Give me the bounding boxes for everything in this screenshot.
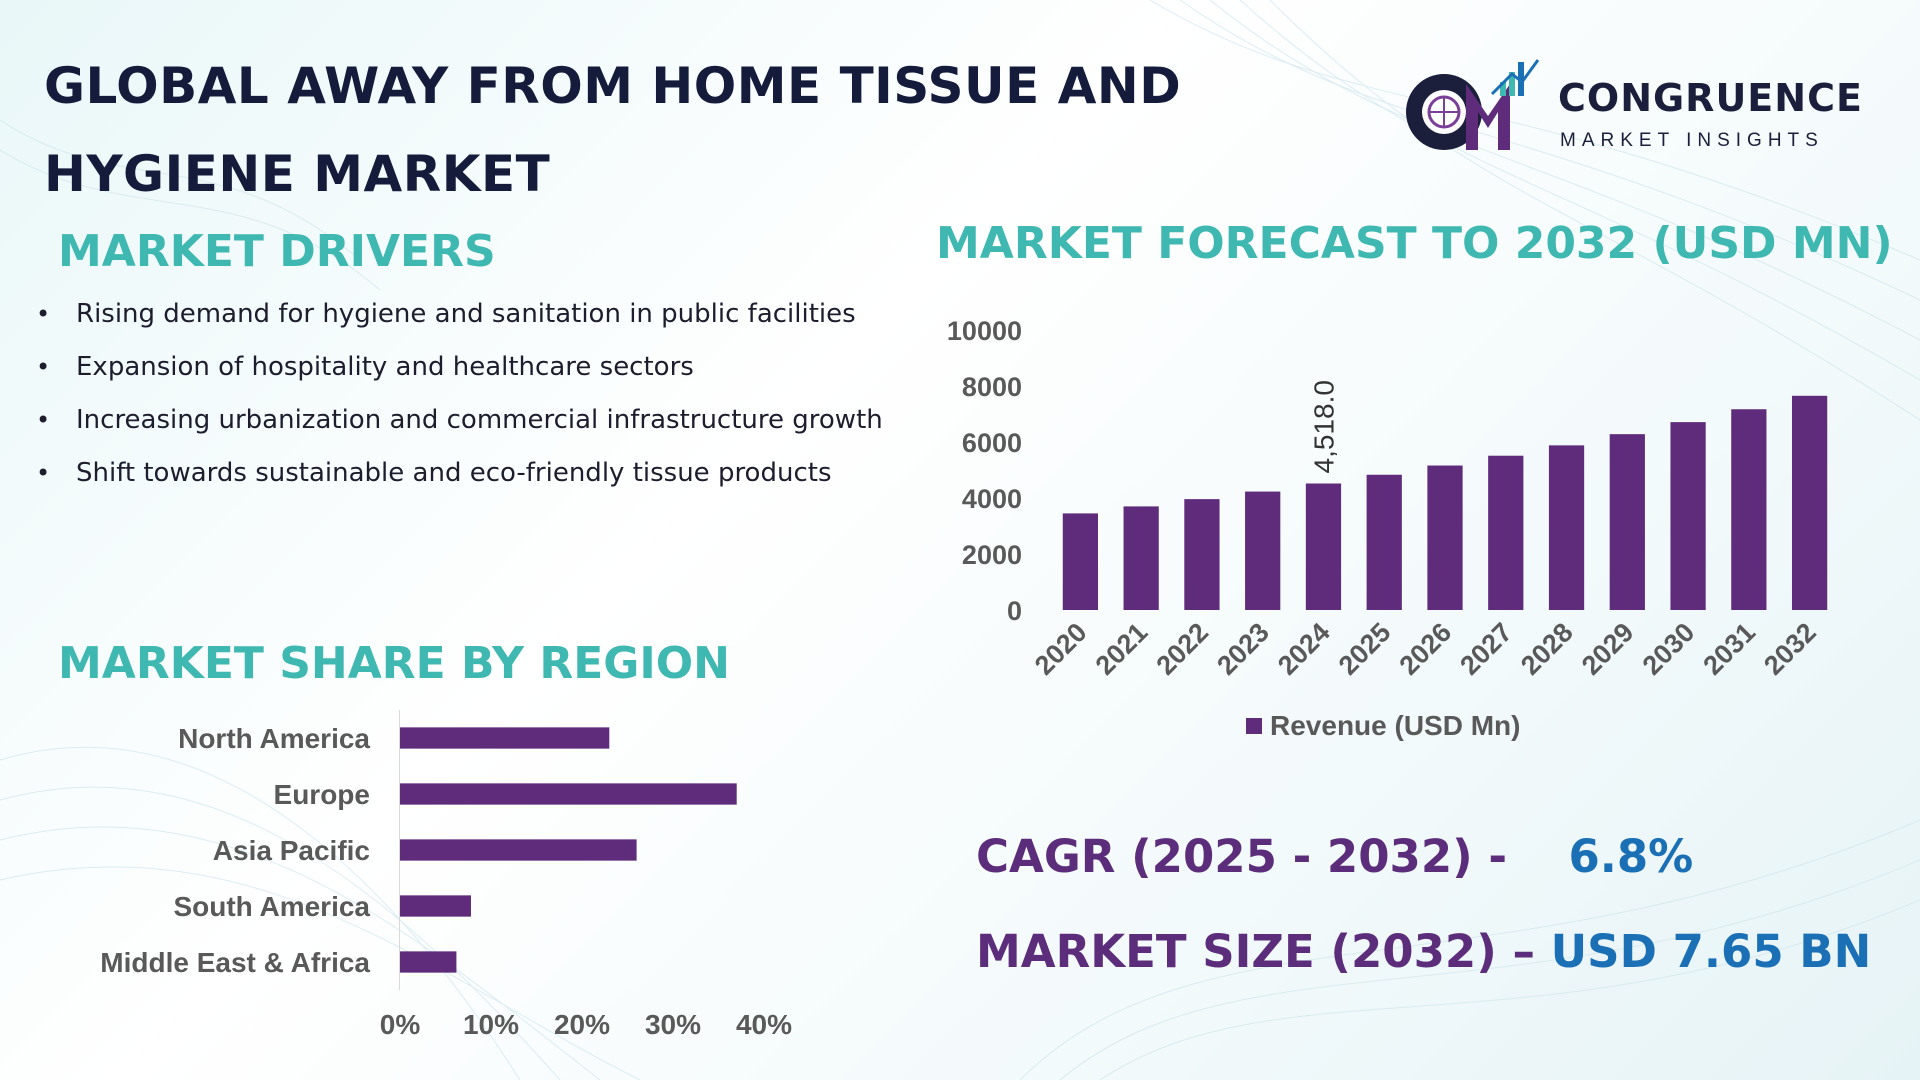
x-tick-label: 2030	[1637, 617, 1701, 681]
market-size-line: MARKET SIZE (2032) – USD 7.65 BN	[976, 925, 1871, 978]
forecast-bar	[1184, 499, 1220, 610]
region-bar	[400, 839, 637, 861]
region-bar	[400, 727, 610, 749]
forecast-bar	[1731, 409, 1767, 610]
category-label: Europe	[274, 779, 370, 810]
market-drivers-list: Rising demand for hygiene and sanitation…	[36, 288, 908, 500]
driver-item: Shift towards sustainable and eco-friend…	[36, 447, 908, 500]
x-tick-label: 0%	[380, 1009, 421, 1040]
forecast-bar-chart: 0200040006000800010000202020212022202320…	[947, 316, 1828, 741]
x-tick-label: 30%	[645, 1009, 701, 1040]
x-tick-label: 2028	[1515, 617, 1579, 681]
x-tick-label: 2025	[1333, 617, 1397, 681]
x-tick-label: 2031	[1697, 617, 1761, 681]
logo-tagline: MARKET INSIGHTS	[1560, 130, 1824, 151]
forecast-bar	[1366, 474, 1402, 610]
y-tick-label: 10000	[947, 316, 1022, 346]
category-label: South America	[173, 891, 370, 922]
y-tick-label: 0	[1007, 596, 1022, 626]
forecast-bar	[1305, 483, 1342, 610]
x-tick-label: 2023	[1211, 617, 1275, 681]
x-tick-label: 40%	[736, 1009, 792, 1040]
forecast-bar	[1791, 395, 1828, 610]
region-share-bar-chart: North America Europe Asia Pacific South Ame…	[100, 710, 792, 1040]
x-tick-label: 2032	[1758, 617, 1822, 681]
x-tick-label: 2020	[1029, 617, 1093, 681]
driver-item: Expansion of hospitality and healthcare …	[36, 341, 908, 394]
x-tick-label: 2026	[1394, 617, 1458, 681]
cagr-value: 6.8%	[1568, 830, 1694, 883]
legend-label: Revenue (USD Mn)	[1270, 710, 1520, 741]
forecast-bar	[1062, 513, 1099, 610]
category-label: Asia Pacific	[213, 835, 370, 866]
y-tick-label: 2000	[962, 540, 1022, 570]
region-bar	[400, 783, 737, 805]
x-tick-label: 2024	[1272, 617, 1336, 681]
x-tick-label: 2022	[1150, 617, 1214, 681]
y-tick-label: 6000	[962, 428, 1022, 458]
y-tick-label: 8000	[962, 372, 1022, 402]
logo-wordmark: CONGRUENCE	[1558, 76, 1863, 120]
driver-item: Increasing urbanization and commercial i…	[36, 394, 908, 447]
x-tick-label: 2027	[1454, 617, 1518, 681]
forecast-heading: MARKET FORECAST TO 2032 (USD MN)	[936, 218, 1893, 269]
forecast-bar	[1245, 491, 1281, 610]
forecast-bar	[1123, 506, 1159, 610]
category-label: North America	[178, 723, 370, 754]
forecast-bar	[1670, 422, 1706, 610]
region-share-heading: MARKET SHARE BY REGION	[58, 638, 730, 689]
data-label: 4,518.0	[1308, 380, 1339, 473]
page-title: GLOBAL AWAY FROM HOME TISSUE AND HYGIENE…	[44, 57, 1182, 203]
x-tick-label: 2021	[1090, 617, 1154, 681]
legend-swatch	[1246, 718, 1262, 734]
region-bar	[400, 895, 471, 917]
cagr-label: CAGR (2025 - 2032) -	[976, 830, 1508, 883]
x-tick-label: 20%	[554, 1009, 610, 1040]
y-tick-label: 4000	[962, 484, 1022, 514]
cm-logo-icon	[1406, 59, 1540, 150]
x-tick-label: 10%	[463, 1009, 519, 1040]
forecast-bar	[1427, 465, 1463, 610]
cagr-line: CAGR (2025 - 2032) - 6.8%	[976, 830, 1693, 883]
market-drivers-heading: MARKET DRIVERS	[58, 226, 496, 277]
region-bar	[400, 951, 457, 973]
market-size-label: MARKET SIZE (2032) –	[976, 925, 1535, 978]
driver-item: Rising demand for hygiene and sanitation…	[36, 288, 908, 341]
company-logo: CONGRUENCE MARKET INSIGHTS	[1400, 54, 1880, 164]
market-size-value: USD 7.65 BN	[1550, 925, 1872, 978]
x-tick-label: 2029	[1576, 617, 1640, 681]
category-label: Middle East & Africa	[100, 947, 370, 978]
forecast-bar	[1488, 455, 1524, 610]
forecast-bar	[1548, 445, 1585, 610]
forecast-bar	[1609, 434, 1645, 610]
